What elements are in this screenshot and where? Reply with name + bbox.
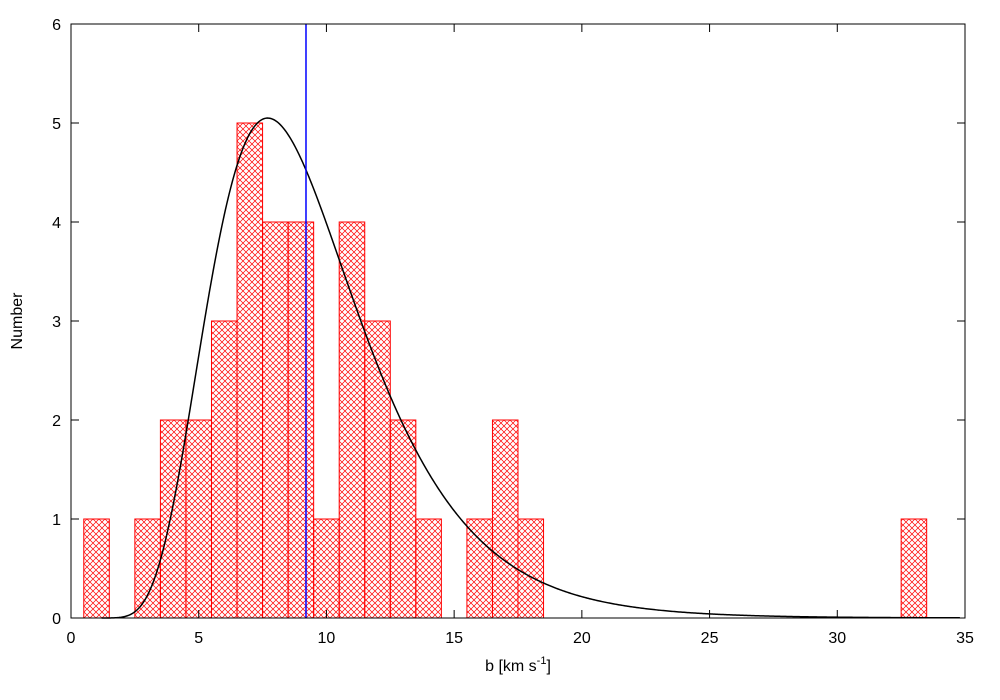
y-tick-label: 2 bbox=[52, 413, 61, 430]
histogram-bar bbox=[466, 518, 493, 619]
y-tick-label: 1 bbox=[52, 512, 61, 529]
y-axis-label: Number bbox=[9, 292, 26, 350]
histogram-bar bbox=[159, 419, 187, 619]
x-tick-label: 25 bbox=[701, 630, 719, 647]
histogram-bar bbox=[313, 518, 340, 619]
y-tick-label: 3 bbox=[52, 314, 61, 331]
x-tick-label: 5 bbox=[194, 630, 203, 647]
histogram-bar bbox=[210, 320, 238, 619]
histogram-bar bbox=[900, 518, 928, 619]
y-tick-label: 0 bbox=[52, 611, 61, 628]
histogram-bar bbox=[236, 122, 264, 619]
fit-curve-group bbox=[101, 117, 960, 619]
x-axis-ticks: 0 5 10 15 20 25 30 35 bbox=[67, 24, 974, 647]
histogram-bars bbox=[83, 122, 928, 619]
y-axis-ticks: 0 1 2 3 4 5 6 bbox=[52, 17, 965, 628]
x-tick-label: 15 bbox=[445, 630, 463, 647]
y-tick-label: 5 bbox=[52, 116, 61, 133]
fit-curve-line bbox=[101, 117, 960, 619]
histogram-bar bbox=[83, 518, 110, 619]
histogram-bar bbox=[134, 518, 161, 619]
x-tick-label: 10 bbox=[318, 630, 336, 647]
y-tick-label: 4 bbox=[52, 215, 61, 232]
histogram-bar bbox=[389, 419, 417, 619]
histogram-bar bbox=[364, 320, 391, 619]
x-tick-label: 35 bbox=[956, 630, 974, 647]
histogram-bar bbox=[287, 221, 315, 619]
x-axis-label: b [km s-1] bbox=[485, 655, 551, 675]
y-tick-label: 6 bbox=[52, 17, 61, 34]
x-tick-label: 20 bbox=[573, 630, 591, 647]
histogram-bar bbox=[338, 221, 366, 619]
x-tick-label: 0 bbox=[67, 630, 76, 647]
x-tick-label: 30 bbox=[828, 630, 846, 647]
histogram-bar bbox=[517, 518, 545, 619]
histogram-bar bbox=[185, 419, 212, 619]
histogram-bar bbox=[491, 419, 519, 619]
histogram-bar bbox=[415, 518, 442, 619]
histogram-bar bbox=[262, 221, 289, 619]
